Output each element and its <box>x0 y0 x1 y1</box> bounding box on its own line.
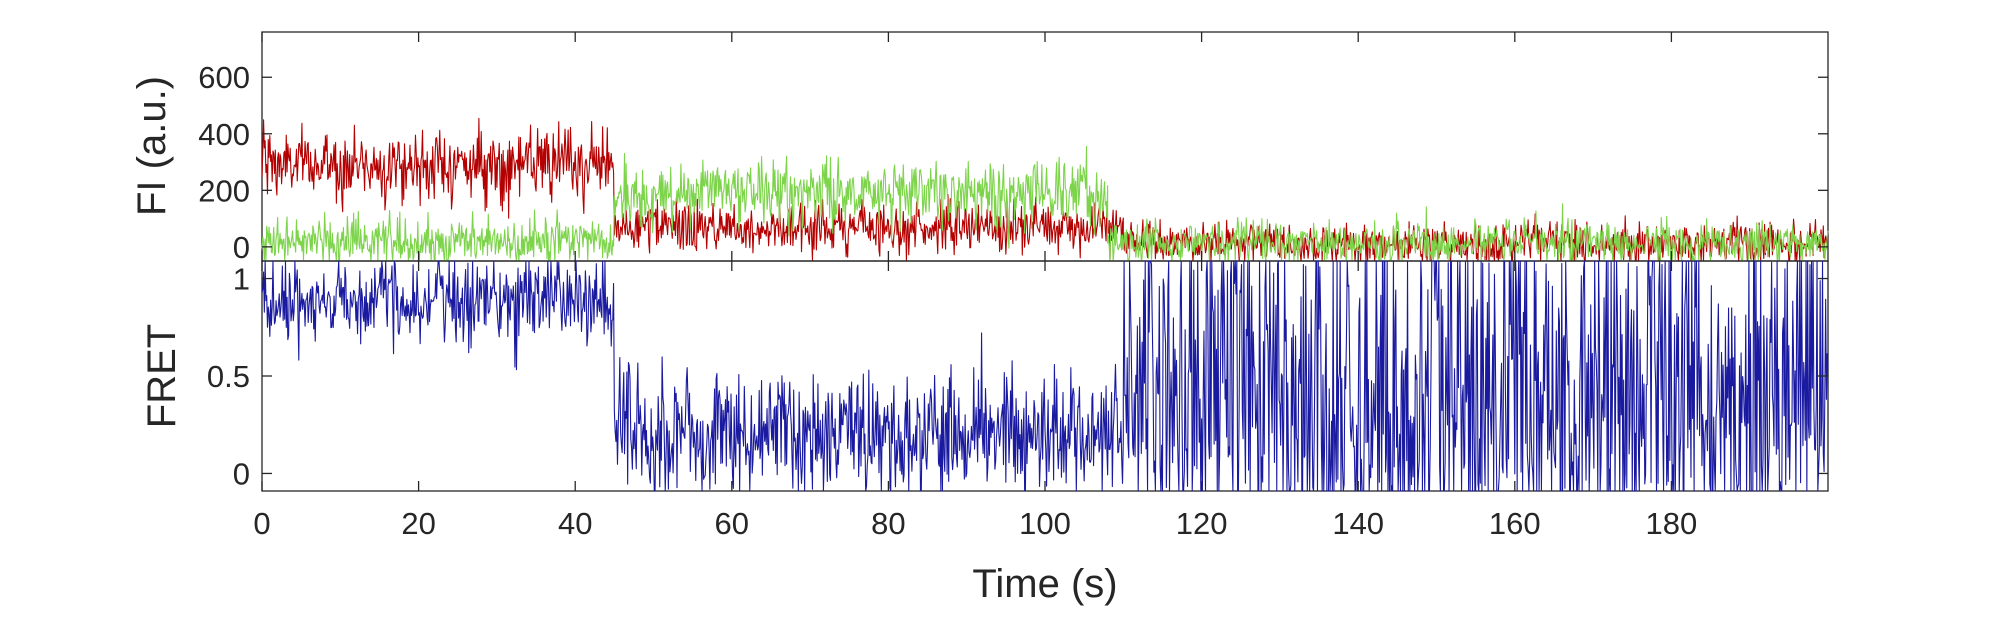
x-tick-label: 180 <box>1646 506 1698 541</box>
x-tick-label: 60 <box>715 506 749 541</box>
fluorescence-panel: 0 200 400 600 FI (a.u.) <box>130 31 1829 265</box>
x-tick-label: 20 <box>401 506 435 541</box>
y-tick-label: 0 <box>233 456 250 491</box>
series-line-fluorescence-1 <box>261 145 1829 262</box>
x-tick-label: 40 <box>558 506 592 541</box>
x-tick-label: 140 <box>1332 506 1384 541</box>
x-tick-label: 160 <box>1489 506 1541 541</box>
y-tick-label: 600 <box>198 60 250 95</box>
fluorescence-y-ticks: 0 200 400 600 <box>198 32 1828 265</box>
x-tick-label: 100 <box>1019 506 1071 541</box>
y-tick-label: 1 <box>233 262 250 297</box>
x-axis-label: Time (s) <box>972 562 1117 606</box>
x-tick-label: 80 <box>871 506 905 541</box>
x-tick-label: 120 <box>1176 506 1228 541</box>
fluorescence-y-axis-label: FI (a.u.) <box>130 76 174 216</box>
y-tick-label: 0.5 <box>207 359 250 394</box>
fret-x-ticks: 0 20 40 60 80 100 120 140 160 180 <box>253 261 1697 541</box>
fret-panel: 00.51 0 20 40 60 80 100 120 140 160 180 FRET Time… <box>140 260 1829 606</box>
y-tick-label: 400 <box>198 117 250 152</box>
fluorescence-series-group <box>261 117 1829 262</box>
series-line-fret-0 <box>261 260 1829 492</box>
fret-y-ticks: 00.51 <box>207 262 1828 491</box>
fret-y-axis-label: FRET <box>140 324 184 428</box>
y-tick-label: 200 <box>198 173 250 208</box>
x-tick-label: 0 <box>253 506 270 541</box>
fret-series-group <box>261 260 1829 492</box>
y-tick-label: 0 <box>233 230 250 265</box>
